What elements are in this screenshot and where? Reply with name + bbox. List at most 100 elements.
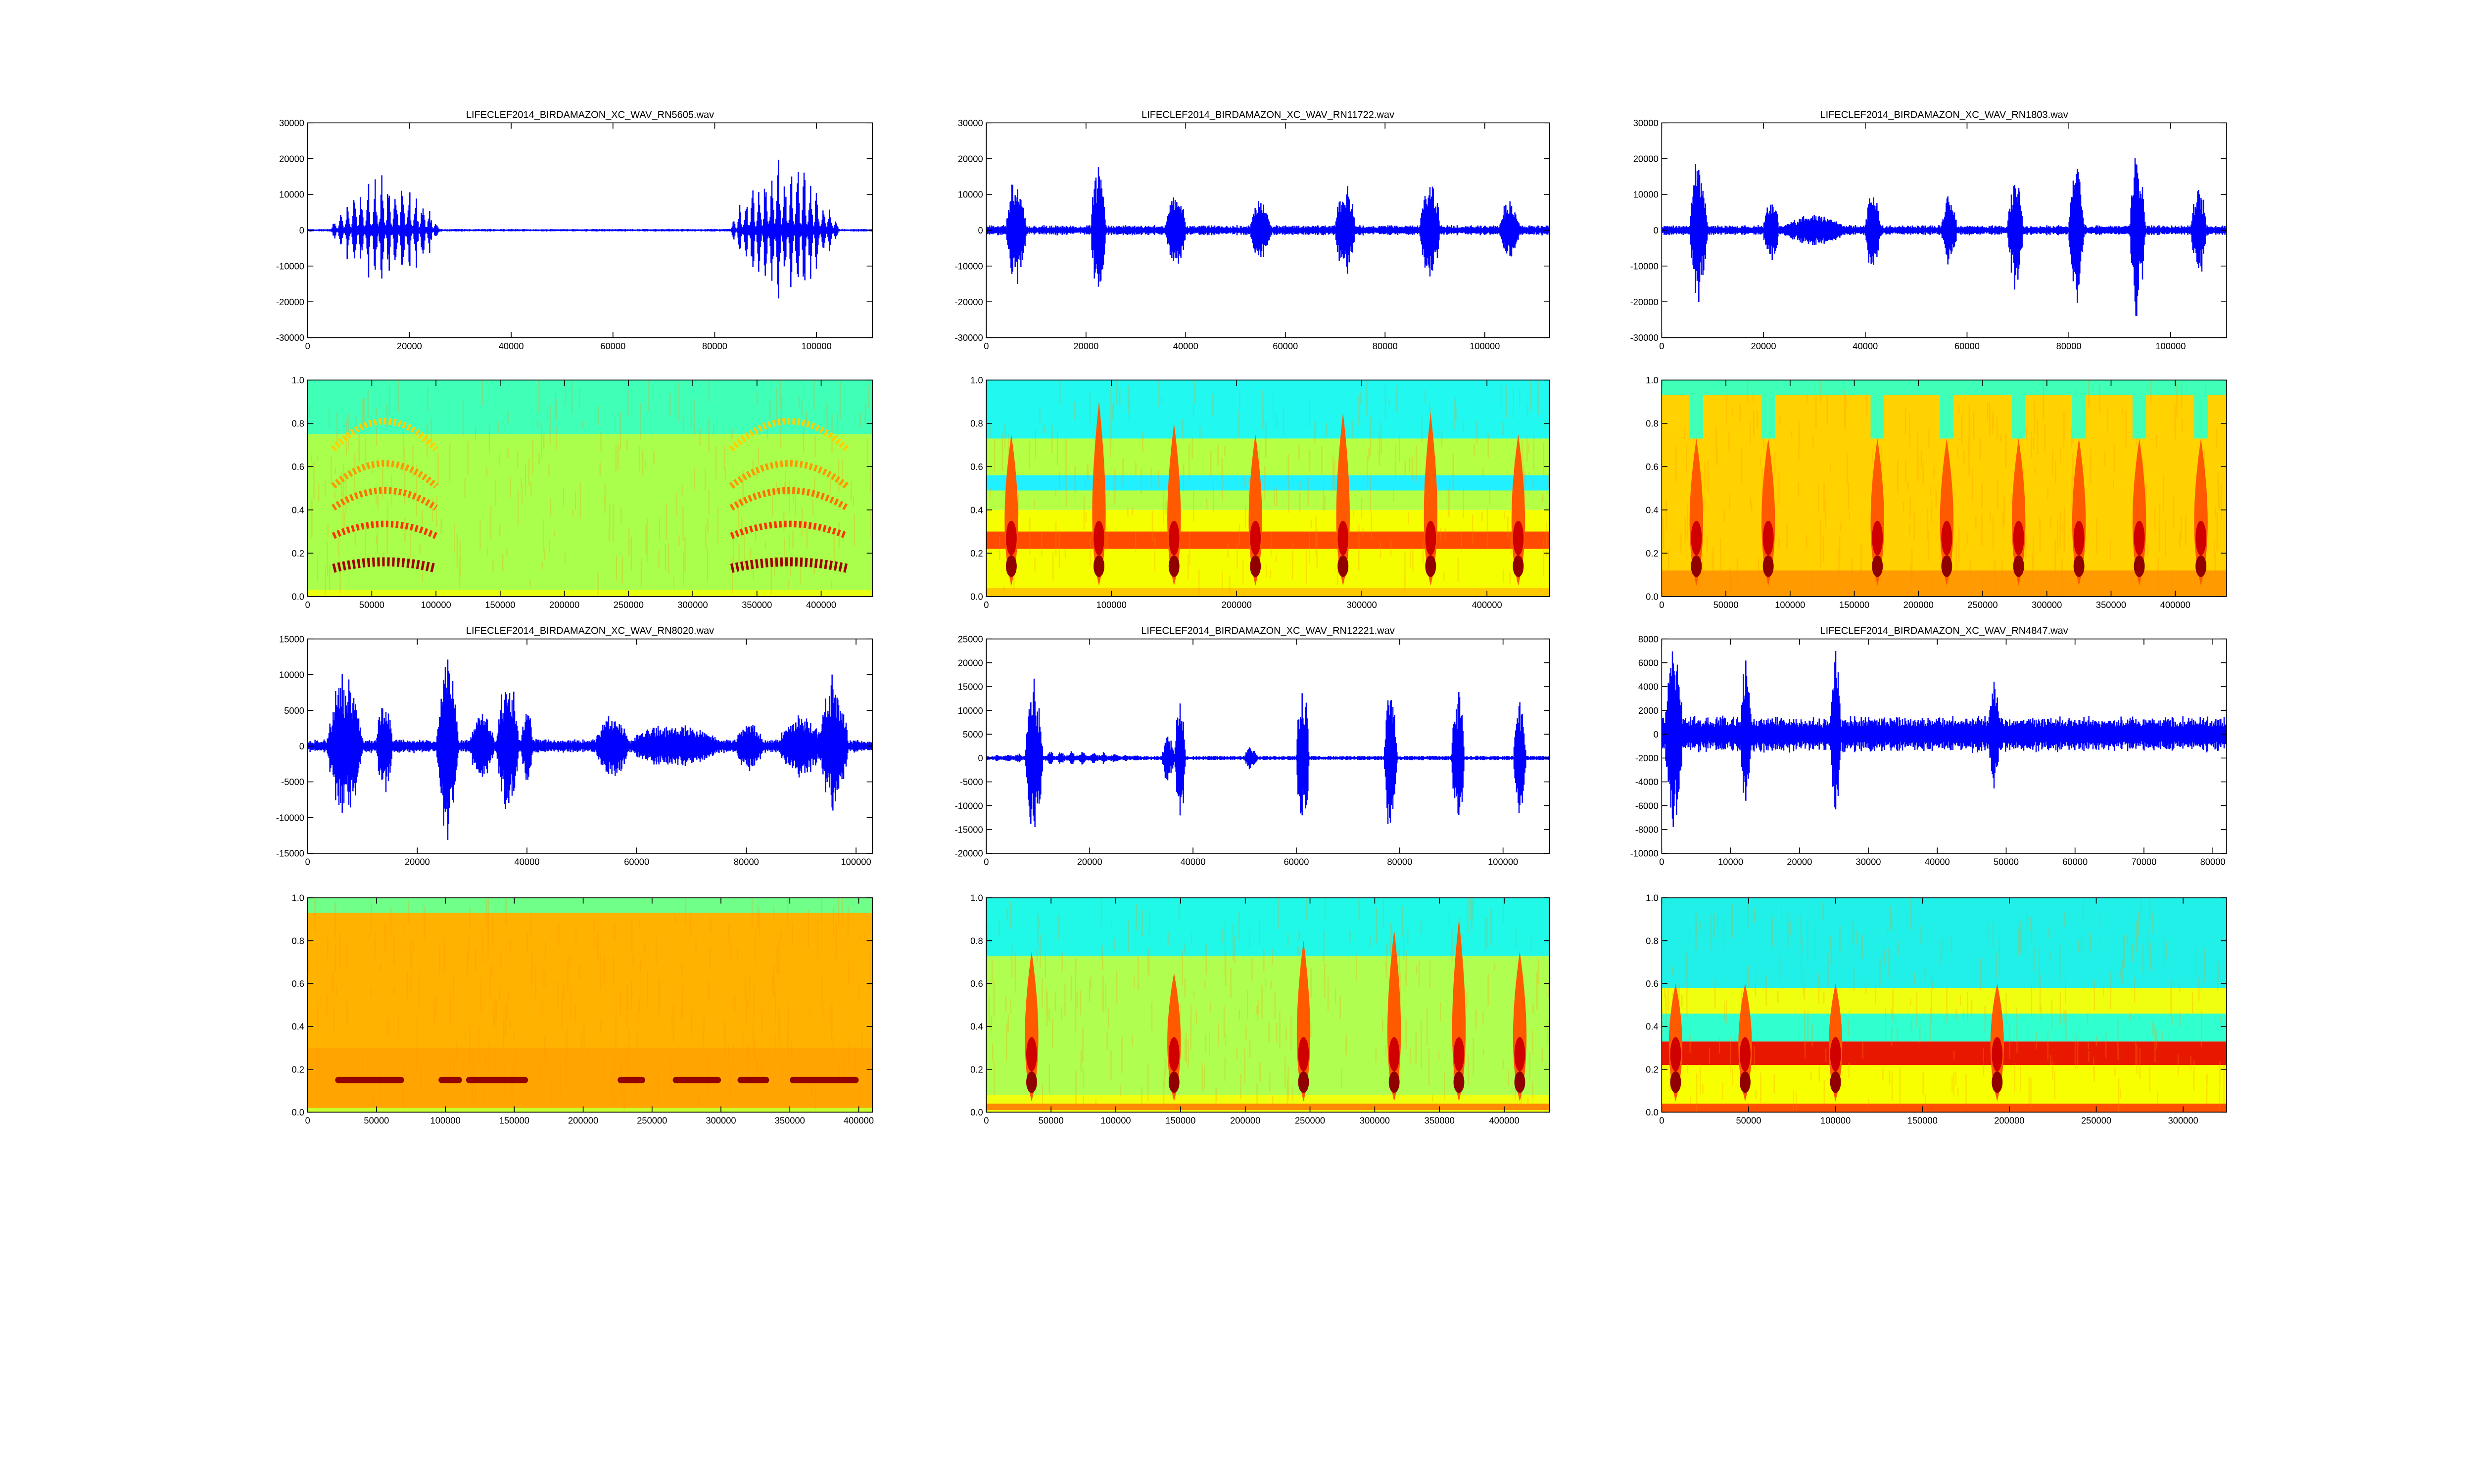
y-tick-label: 20000 bbox=[1633, 153, 1659, 164]
y-tick-label: 1.0 bbox=[1646, 893, 1658, 903]
plot-title: LIFECLEF2014_BIRDAMAZON_XC_WAV_RN11722.w… bbox=[1142, 109, 1394, 120]
spectrogram-band bbox=[307, 590, 873, 597]
y-tick-label: 10000 bbox=[279, 189, 304, 200]
spectrogram-band bbox=[986, 588, 1550, 597]
spectrogram-band bbox=[1662, 1014, 2227, 1042]
x-tick-label: 100000 bbox=[1470, 341, 1500, 351]
spectrogram-plot: 0 50000 100000 150000 200000 250000 300000 3500… bbox=[970, 893, 1550, 1126]
x-tick-label: 400000 bbox=[806, 600, 836, 610]
y-tick-label: -15000 bbox=[955, 825, 983, 835]
spectrogram-notch bbox=[1689, 395, 1704, 439]
x-tick-label: 0 bbox=[1659, 856, 1664, 867]
x-tick-label: 400000 bbox=[2160, 600, 2190, 610]
y-tick-label: -20000 bbox=[955, 848, 983, 859]
call-core bbox=[2195, 520, 2207, 556]
spectrogram-notch bbox=[1870, 395, 1884, 439]
x-tick-label: 300000 bbox=[1360, 1115, 1390, 1126]
x-tick-label: 400000 bbox=[1472, 600, 1502, 610]
y-tick-label: 0.0 bbox=[292, 1107, 304, 1117]
call-core bbox=[1691, 520, 1702, 556]
call-core bbox=[1298, 1037, 1309, 1071]
x-tick-label: 80000 bbox=[1373, 341, 1398, 351]
x-tick-label: 40000 bbox=[515, 856, 540, 867]
x-tick-label: 20000 bbox=[405, 856, 430, 867]
call-core bbox=[1872, 520, 1883, 556]
x-tick-label: 50000 bbox=[1039, 1115, 1064, 1126]
x-tick-label: 20000 bbox=[1077, 856, 1102, 867]
x-tick-label: 80000 bbox=[702, 341, 727, 351]
harmonic-arc bbox=[331, 417, 439, 452]
y-tick-label: 10000 bbox=[1633, 189, 1659, 200]
harmonic-arc bbox=[331, 460, 438, 489]
y-tick-label: 0.8 bbox=[1646, 935, 1658, 946]
call-core bbox=[1005, 555, 1017, 577]
spectrogram-plot: 0 50000 100000 150000 200000 250000 300000 3500… bbox=[292, 893, 874, 1126]
y-tick-label: 30000 bbox=[958, 118, 983, 128]
call-core bbox=[1026, 1037, 1037, 1071]
x-tick-label: 0 bbox=[305, 341, 310, 351]
spectrogram-band bbox=[1662, 380, 2227, 395]
call-core bbox=[1513, 520, 1524, 556]
call-core bbox=[1250, 520, 1261, 556]
call-core bbox=[1941, 555, 1952, 577]
x-tick-label: 100000 bbox=[841, 856, 871, 867]
x-tick-label: 200000 bbox=[1994, 1115, 2024, 1126]
call-core bbox=[1168, 555, 1180, 577]
spectrogram-plot: 0 50000 100000 150000 200000 250000 300000 0.0 0… bbox=[1646, 893, 2227, 1126]
x-tick-label: 60000 bbox=[600, 341, 625, 351]
x-tick-label: 40000 bbox=[1173, 341, 1198, 351]
plot-title: LIFECLEF2014_BIRDAMAZON_XC_WAV_RN12221.w… bbox=[1141, 626, 1394, 637]
call-core bbox=[1992, 1071, 2003, 1093]
plot-title: LIFECLEF2014_BIRDAMAZON_XC_WAV_RN4847.wa… bbox=[1820, 626, 2068, 637]
x-tick-label: 350000 bbox=[775, 1115, 805, 1126]
spectrogram-notch bbox=[2132, 395, 2146, 439]
y-tick-label: 1.0 bbox=[970, 893, 983, 903]
waveform-trace bbox=[307, 659, 873, 840]
waveform-plot: LIFECLEF2014_BIRDAMAZON_XC_WAV_RN1803.wa… bbox=[1630, 109, 2227, 351]
y-tick-label: -15000 bbox=[276, 848, 304, 859]
spectrogram-band bbox=[986, 510, 1550, 597]
x-tick-label: 30000 bbox=[1856, 856, 1881, 867]
waveform-trace bbox=[1662, 158, 2227, 316]
y-tick-label: -5000 bbox=[960, 777, 983, 787]
plot-area bbox=[986, 123, 1550, 338]
call-core bbox=[1168, 1037, 1180, 1071]
x-tick-label: 40000 bbox=[1181, 856, 1206, 867]
harmonic-arc bbox=[331, 487, 438, 510]
y-tick-label: 10000 bbox=[958, 705, 983, 716]
call-core bbox=[2134, 555, 2145, 577]
x-tick-label: 0 bbox=[984, 856, 989, 867]
waveform-trace bbox=[986, 678, 1550, 827]
x-tick-label: 80000 bbox=[1387, 856, 1412, 867]
call-core bbox=[1514, 1037, 1525, 1071]
spectrogram-band bbox=[986, 475, 1550, 491]
harmonic-arc bbox=[730, 520, 848, 539]
y-tick-label: 0.4 bbox=[1646, 505, 1658, 515]
x-tick-label: 300000 bbox=[2168, 1115, 2198, 1126]
y-tick-label: 1.0 bbox=[292, 893, 304, 903]
x-tick-label: 150000 bbox=[1839, 600, 1869, 610]
x-tick-label: 20000 bbox=[1787, 856, 1812, 867]
y-tick-label: 5000 bbox=[284, 705, 304, 716]
y-tick-label: 0 bbox=[299, 225, 304, 235]
x-tick-label: 100000 bbox=[1775, 600, 1805, 610]
x-tick-label: 60000 bbox=[2062, 856, 2088, 867]
y-tick-label: -4000 bbox=[1635, 777, 1659, 787]
x-tick-label: 100000 bbox=[1488, 856, 1518, 867]
y-tick-label: -10000 bbox=[1630, 261, 1659, 271]
x-tick-label: 0 bbox=[1659, 341, 1664, 351]
plot-area bbox=[1662, 898, 2227, 1113]
x-tick-label: 20000 bbox=[1751, 341, 1776, 351]
x-tick-label: 80000 bbox=[2200, 856, 2226, 867]
spectrogram-plot: 0 100000 200000 300000 400000 0.0 0.2 0.4 0.6 0.8… bbox=[970, 375, 1550, 610]
spectrogram-notch bbox=[1940, 395, 1954, 439]
y-tick-label: -10000 bbox=[955, 800, 983, 811]
x-tick-label: 80000 bbox=[2056, 341, 2082, 351]
call-core bbox=[1670, 1071, 1681, 1093]
y-tick-label: 0.2 bbox=[970, 1064, 983, 1074]
x-tick-label: 350000 bbox=[742, 600, 772, 610]
x-tick-label: 300000 bbox=[677, 600, 708, 610]
plot-title: LIFECLEF2014_BIRDAMAZON_XC_WAV_RN1803.wa… bbox=[1820, 109, 2068, 120]
waveform-plot: LIFECLEF2014_BIRDAMAZON_XC_WAV_RN5605.wa… bbox=[276, 109, 873, 351]
call-core bbox=[2013, 520, 2024, 556]
